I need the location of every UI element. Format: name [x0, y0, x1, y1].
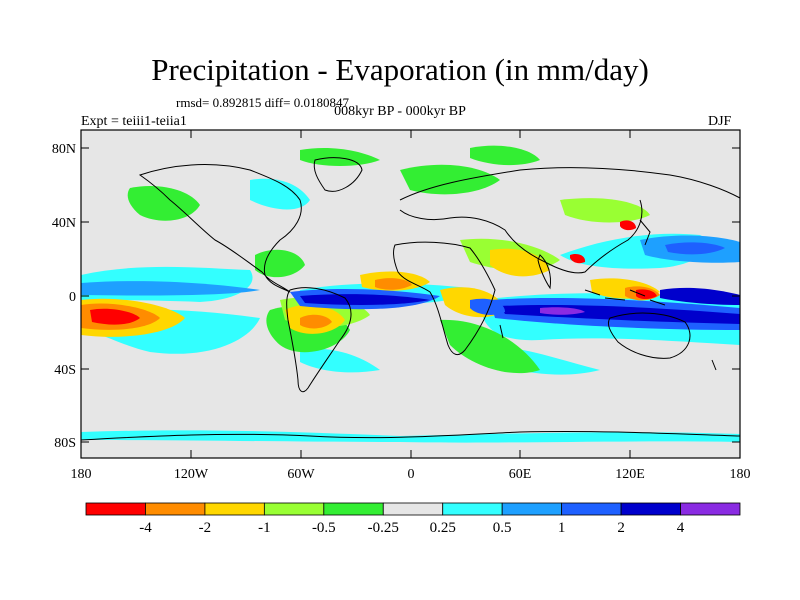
ytick-label: 80N: [52, 142, 76, 157]
colorbar-swatch: [382, 502, 444, 516]
field-cyan-south-atl: [300, 348, 380, 373]
coast-africa: [393, 241, 496, 356]
xtick-label: 60E: [509, 467, 532, 482]
coast-eurasia: [399, 167, 740, 274]
colorbar-swatch: [323, 502, 384, 516]
field-green-asia: [560, 198, 650, 223]
colorbar-swatch: [85, 502, 146, 516]
field-red-japan: [620, 220, 636, 231]
colorbar-label: 4: [676, 520, 685, 536]
colorbar-swatch: [561, 502, 622, 516]
colorbar-label: -4: [139, 520, 152, 536]
colorbar-swatch: [680, 502, 741, 516]
field-red-philippines: [570, 253, 586, 264]
field-cyan-north-atlantic: [250, 178, 310, 210]
colorbar-label: -0.25: [367, 520, 399, 536]
colorbar-swatch: [204, 502, 265, 516]
coast-new-zealand: [711, 359, 717, 371]
coast-south-america: [286, 287, 352, 393]
colorbar-swatch: [501, 502, 563, 516]
field-orange-atlantic: [375, 278, 412, 290]
ytick-label: 40S: [54, 363, 76, 378]
map-title: Precipitation - Evaporation (in mm/day): [151, 52, 649, 87]
anomaly-field: [81, 145, 740, 443]
coast-india: [537, 254, 551, 290]
colorbar-swatch: [620, 502, 681, 516]
field-blue-pacific-itcz: [81, 281, 260, 296]
field-navy-nwpac: [665, 242, 725, 255]
ytick-label: 0: [69, 290, 76, 305]
colorbar-label: 1: [557, 520, 566, 536]
field-green-ne: [470, 145, 540, 166]
field-navy-wpac: [660, 287, 740, 305]
experiment-label: Expt = teiii1-teiia1: [81, 114, 187, 129]
colorbar-swatch: [145, 502, 206, 516]
coast-greenland: [313, 157, 363, 192]
coast-antarctica: [81, 430, 740, 441]
field-cyan-antarctic: [81, 430, 740, 443]
tick-marks: [80, 130, 741, 458]
ytick-label: 80S: [54, 436, 76, 451]
season-label: DJF: [708, 114, 732, 129]
field-green-eurasia: [400, 164, 500, 195]
colorbar: [85, 502, 741, 516]
field-blue-africa-east: [470, 298, 505, 315]
colorbar-label: -1: [258, 520, 271, 536]
field-navy-atlantic: [300, 294, 430, 305]
period-label: 008kyr BP - 000kyr BP: [334, 104, 466, 119]
ytick-label: 40N: [52, 216, 76, 231]
xtick-label: 0: [408, 467, 415, 482]
colorbar-label: 0.25: [429, 520, 456, 536]
coast-australia: [607, 312, 691, 359]
field-yellow-sahara: [490, 248, 550, 277]
xtick-label: 180: [71, 467, 92, 482]
colorbar-label: 0.5: [492, 520, 512, 536]
stats-text: rmsd= 0.892815 diff= 0.0180847: [176, 95, 349, 110]
field-green-npac: [127, 185, 200, 221]
colorbar-swatch: [263, 502, 325, 516]
coast-north-america: [138, 164, 302, 293]
colorbar-swatch: [442, 502, 503, 516]
colorbar-label: -2: [198, 520, 212, 536]
colorbar-label: 2: [617, 520, 625, 536]
field-orange-samerica: [300, 314, 332, 329]
field-green-africa-s: [440, 319, 540, 374]
field-red-sepacific: [90, 308, 140, 325]
xtick-label: 180: [730, 467, 751, 482]
field-purple-indian: [540, 307, 585, 315]
coast-japan: [639, 219, 651, 246]
coast-madagascar: [499, 324, 504, 339]
xtick-label: 120E: [615, 467, 645, 482]
colorbar-label: -0.5: [311, 520, 336, 536]
xtick-label: 60W: [287, 467, 315, 482]
field-red-indonesia: [636, 289, 657, 299]
field-green-arctic: [300, 148, 380, 166]
xtick-label: 120W: [174, 467, 209, 482]
coastlines: [81, 157, 740, 441]
coast-indonesia: [584, 289, 666, 306]
